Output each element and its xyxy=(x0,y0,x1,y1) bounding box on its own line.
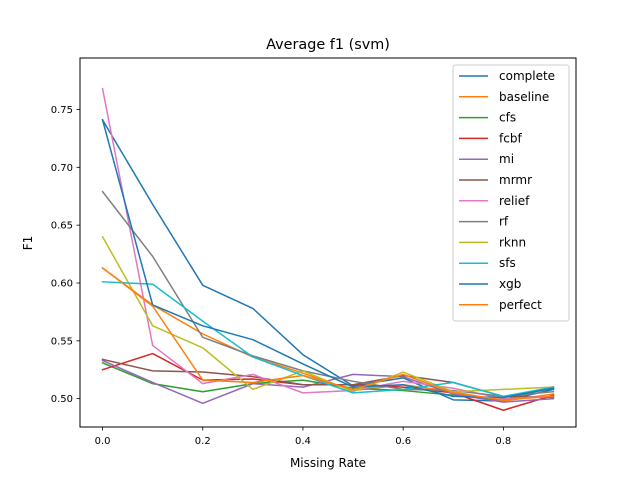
legend: complete baseline cfs fcbf mi mrmr relief rf rkn… xyxy=(452,64,570,322)
series-line-sfs xyxy=(101,281,555,398)
legend-label-sfs: sfs xyxy=(499,256,516,270)
plot-frame xyxy=(79,57,577,428)
legend-label-mrmr: mrmr xyxy=(499,173,532,187)
legend-label-cfs: cfs xyxy=(499,111,516,125)
x-axis-label: Missing Rate xyxy=(290,456,366,470)
legend-label-rf: rf xyxy=(499,215,509,229)
chart-title: Average f1 (svm) xyxy=(266,37,390,53)
y-tick-label: 0.55 xyxy=(51,336,73,347)
y-tick-label: 0.65 xyxy=(51,221,73,232)
y-axis-label: F1 xyxy=(21,236,35,251)
y-tick-label: 0.50 xyxy=(51,394,73,405)
y-axis: 0.50 0.55 0.60 0.65 0.70 0.75 xyxy=(51,105,80,405)
x-tick-label: 0.6 xyxy=(395,436,411,447)
legend-label-xgb: xgb xyxy=(499,277,521,291)
x-axis: 0.0 0.2 0.4 0.6 0.8 xyxy=(95,427,511,447)
series-line-rknn xyxy=(101,235,555,393)
legend-label-fcbf: fcbf xyxy=(499,131,522,145)
y-tick-label: 0.75 xyxy=(51,105,73,116)
legend-label-complete: complete xyxy=(499,69,555,83)
series-layer xyxy=(101,87,555,411)
series-line-perfect xyxy=(101,266,555,401)
legend-box xyxy=(452,64,570,322)
y-tick-label: 0.60 xyxy=(51,278,73,289)
x-tick-label: 0.8 xyxy=(495,436,511,447)
legend-label-rknn: rknn xyxy=(499,235,526,249)
legend-label-mi: mi xyxy=(499,152,514,166)
x-tick-label: 0.2 xyxy=(195,436,211,447)
x-tick-label: 0.4 xyxy=(295,436,311,447)
series-line-complete xyxy=(101,118,555,402)
legend-label-relief: relief xyxy=(499,194,530,208)
x-tick-label: 0.0 xyxy=(95,436,111,447)
legend-label-baseline: baseline xyxy=(499,90,549,104)
legend-label-perfect: perfect xyxy=(499,298,542,312)
y-tick-label: 0.70 xyxy=(51,163,73,174)
